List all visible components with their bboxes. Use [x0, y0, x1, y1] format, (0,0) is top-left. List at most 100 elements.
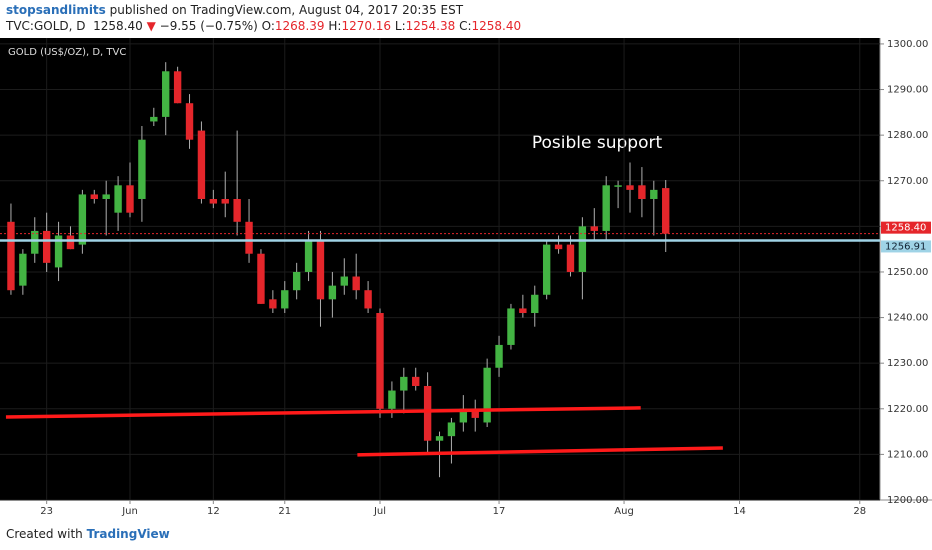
candle-body [316, 240, 325, 300]
candle-body [19, 253, 27, 286]
header: stopsandlimits published on TradingView.… [6, 2, 521, 34]
candle-body [626, 185, 634, 190]
candle-body [257, 253, 265, 304]
x-tick-label: Jun [121, 506, 138, 517]
last: 1258.40 [93, 19, 143, 33]
x-tick-label: 21 [278, 506, 291, 517]
candle-body [590, 226, 598, 231]
x-tick-label: 23 [40, 506, 53, 517]
candle-body [54, 235, 63, 268]
published: published on TradingView.com, August 04,… [109, 3, 464, 17]
candle-body [304, 240, 313, 272]
candle-body [554, 244, 563, 250]
candle-body [340, 276, 348, 286]
candle-body [495, 344, 503, 368]
change: −9.55 (−0.75%) [159, 19, 258, 33]
y-tick-label: 1230.00 [887, 358, 928, 369]
candle-body [459, 408, 468, 423]
ohlc-label: C: [459, 19, 472, 33]
candle-body [578, 226, 587, 272]
candle-body [185, 103, 194, 140]
author[interactable]: stopsandlimits [6, 3, 106, 17]
ohlc-value: 1270.16 [341, 19, 392, 33]
candle-body [364, 290, 372, 309]
candle-body [281, 290, 289, 309]
candle-body [400, 376, 408, 391]
candle-body [90, 194, 98, 199]
y-tick-label: 1250.00 [887, 267, 928, 278]
candle-body [412, 376, 420, 386]
candle-body [352, 276, 360, 291]
ohlc-label: O: [261, 19, 275, 33]
candle-body [447, 422, 456, 437]
y-tick-label: 1240.00 [887, 313, 928, 324]
candle-body [42, 230, 51, 263]
plot-area [0, 38, 880, 500]
candle-body [531, 294, 539, 314]
candle-body [114, 185, 122, 213]
trendline [357, 446, 723, 457]
y-tick-label: 1280.00 [887, 130, 928, 141]
y-tick-label: 1210.00 [887, 449, 928, 460]
candle-body [269, 299, 277, 309]
candle-body [245, 221, 253, 254]
x-tick-label: 17 [493, 506, 506, 517]
chart-title: GOLD (US$/OZ), D, TVC [8, 47, 126, 58]
symbol: TVC:GOLD, D [6, 19, 86, 33]
candle-body [138, 139, 146, 199]
arrow: ▼ [146, 19, 156, 33]
price-label: 1256.91 [885, 241, 926, 252]
candle-body [328, 285, 337, 300]
quote-line: TVC:GOLD, D 1258.40 ▼ −9.55 (−0.75%) O: 1… [6, 18, 521, 34]
brand[interactable]: TradingView [86, 527, 170, 541]
annotation: Posible support [532, 133, 663, 153]
y-tick-label: 1220.00 [887, 404, 928, 415]
candle-body [519, 308, 527, 314]
candle-body [66, 235, 75, 250]
candle-body [126, 185, 134, 213]
y-tick-label: 1200.00 [887, 495, 928, 506]
x-tick-label: 28 [853, 506, 866, 517]
y-tick-label: 1290.00 [887, 85, 928, 96]
ohlc-label: H: [328, 19, 342, 33]
price-label-box [881, 221, 931, 234]
candle-body [602, 185, 610, 231]
candle-body [376, 313, 384, 409]
trendline [5, 406, 641, 419]
candle-body [614, 185, 622, 187]
candle-body [209, 198, 218, 204]
x-tick-label: 14 [733, 506, 746, 517]
candle-body [31, 230, 39, 254]
x-tick-label: Aug [614, 506, 634, 517]
candle-body [78, 194, 87, 245]
price-label: 1258.40 [885, 223, 926, 234]
candle-body [197, 130, 206, 199]
candle-body [662, 188, 670, 234]
ohlc-value: 1258.40 [471, 19, 522, 33]
candle-body [483, 367, 491, 423]
x-tick-label: 12 [207, 506, 220, 517]
candle-body [507, 308, 515, 345]
candle-body [173, 71, 182, 104]
candle-body [388, 390, 396, 409]
ohlc-value: 1254.38 [405, 19, 456, 33]
x-tick-label: Jul [373, 506, 386, 517]
footer: Created with TradingView [6, 527, 170, 541]
candle-body [542, 244, 551, 295]
candle-body [162, 71, 170, 117]
price-label-box [881, 240, 931, 253]
header-line: stopsandlimits published on TradingView.… [6, 2, 521, 18]
candle-body [471, 408, 479, 418]
candle-body [150, 116, 158, 122]
y-tick-label: 1300.00 [887, 39, 928, 50]
candle-body [221, 198, 229, 204]
created: Created with [6, 527, 83, 541]
candle-body [650, 189, 658, 199]
y-tick-label: 1270.00 [887, 176, 928, 187]
candle-body [566, 244, 575, 272]
candle-body [7, 221, 15, 291]
candle-body [292, 271, 301, 291]
ohlc-label: L: [394, 19, 406, 33]
